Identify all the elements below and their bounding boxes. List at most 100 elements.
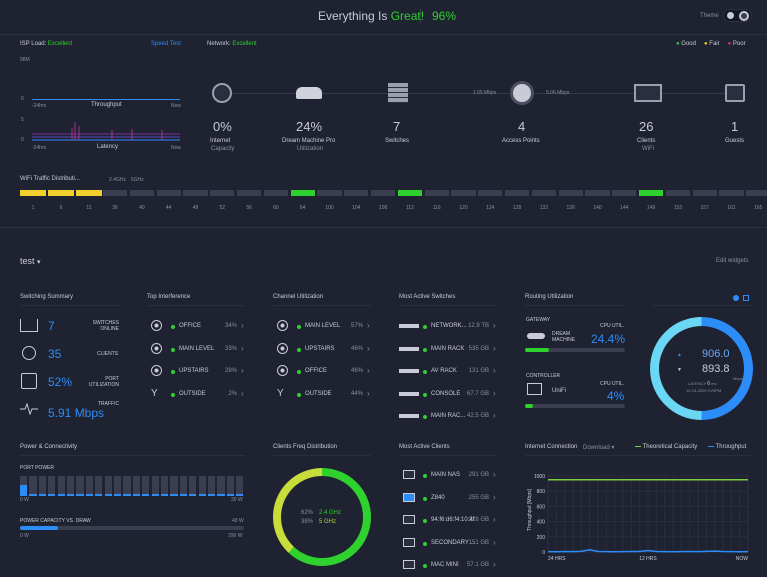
x-tick-label: 24 HRS <box>548 556 566 562</box>
isp-status: Excellent <box>47 41 73 47</box>
wifi-channel-label: 112 <box>405 205 414 211</box>
interference-name[interactable]: OFFICE <box>179 323 201 329</box>
wifi-channel-116 <box>424 190 449 196</box>
gateway-cpu-track <box>525 348 625 352</box>
chevron-right-icon[interactable]: › <box>493 411 496 420</box>
theme-label: Theme <box>700 13 719 19</box>
gauge-expand-icon[interactable] <box>743 295 749 301</box>
chevron-right-icon[interactable]: › <box>493 515 496 524</box>
chevron-right-icon[interactable]: › <box>241 388 244 398</box>
wifi-channel-36 <box>103 190 128 196</box>
wifi-channel-144 <box>612 190 637 196</box>
switch-name[interactable]: AV RACK <box>431 368 457 374</box>
power-capacity-min: 0 W <box>20 533 29 539</box>
client-device-icon <box>403 537 415 547</box>
client-device-icon <box>403 470 415 479</box>
wifi-channel-label: 116 <box>432 205 441 211</box>
channel-name[interactable]: OUTSIDE <box>305 390 332 397</box>
access-point-icon <box>151 342 162 354</box>
stat-clients-value: 26 <box>639 119 654 134</box>
channel-value: 46% <box>350 368 363 374</box>
chevron-right-icon[interactable]: › <box>241 366 244 375</box>
switch-value: 535 GB <box>468 345 489 352</box>
interference-name[interactable]: OUTSIDE <box>179 390 206 397</box>
port-icon <box>21 373 37 389</box>
x-tick-label: NOW <box>736 556 749 562</box>
clients-value: 35 <box>48 347 62 361</box>
gauge-settings-icon[interactable] <box>733 295 739 301</box>
switch-name[interactable]: MAIN RAC... <box>431 413 466 419</box>
site-selector[interactable]: test ▾ <box>20 256 41 266</box>
globe-icon[interactable] <box>212 83 232 103</box>
channel-name[interactable]: OFFICE <box>305 368 327 374</box>
chevron-right-icon[interactable]: › <box>367 321 370 330</box>
port-bar <box>236 493 244 496</box>
gateway-cpu-value: 24.4% <box>591 332 626 346</box>
wifi-channel-label: 52 <box>219 205 226 211</box>
chevron-right-icon[interactable]: › <box>493 321 496 330</box>
interference-name[interactable]: UPSTAIRS <box>179 368 209 374</box>
interference-name[interactable]: MAIN LEVEL <box>179 345 215 352</box>
chevron-right-icon[interactable]: › <box>493 560 496 569</box>
switch-value: 131 GB <box>468 368 489 374</box>
switch-value: 42.5 GB <box>466 413 489 419</box>
y-tick-label: 400 <box>537 520 546 526</box>
chevron-right-icon[interactable]: › <box>493 388 496 398</box>
chevron-right-icon[interactable]: › <box>367 388 370 398</box>
band-24-label[interactable]: 2.4GHz <box>109 177 126 183</box>
port-bar-track <box>132 476 141 496</box>
port-bar-track <box>208 476 216 496</box>
speed-test-link[interactable]: Speed Test <box>151 41 181 47</box>
y-tick-label: 800 <box>537 489 546 495</box>
port-bar <box>20 485 28 496</box>
port-bar <box>123 493 131 496</box>
switch-name[interactable]: CONSOLE <box>431 390 461 397</box>
switch-name[interactable]: MAIN RACK <box>431 345 465 352</box>
stat-clients-label: Clients <box>637 138 656 144</box>
chevron-right-icon[interactable]: › <box>241 343 244 353</box>
channel-name[interactable]: MAIN LEVEL <box>305 323 341 329</box>
client-name[interactable]: SECONDARY ... <box>431 539 476 546</box>
chevron-right-icon[interactable]: › <box>241 321 244 330</box>
client-name[interactable]: Z840 <box>431 494 445 501</box>
access-point-icon <box>277 342 288 354</box>
client-name[interactable]: 94:f6:d6:f4:10:4f <box>431 517 475 523</box>
internet-mode-select[interactable]: Download ▾ <box>583 445 615 451</box>
switch-name[interactable]: NETWORK... <box>431 323 467 329</box>
chevron-right-icon[interactable]: › <box>493 470 496 479</box>
status-word: Great! <box>390 9 425 23</box>
port-bar <box>170 493 178 496</box>
wifi-channel-40 <box>129 190 154 196</box>
chevron-right-icon[interactable]: › <box>493 537 496 547</box>
wifi-channel-label: 1 <box>31 205 35 211</box>
latency-left: -24hrs <box>32 145 47 151</box>
guests-icon[interactable] <box>725 84 745 102</box>
client-name[interactable]: MAC MINI <box>431 562 459 568</box>
edit-widgets-button[interactable]: Edit widgets <box>716 258 749 264</box>
legend-throughput: Throughput <box>708 444 746 450</box>
theme-toggle[interactable] <box>723 9 752 22</box>
access-point-icon[interactable] <box>510 81 534 105</box>
port-bar-track <box>48 476 56 496</box>
stat-internet-sub: Capacity <box>211 146 235 152</box>
chevron-right-icon[interactable]: › <box>493 492 496 502</box>
channel-value: 57% <box>350 323 363 329</box>
dream-machine-icon[interactable] <box>296 87 322 99</box>
switching-title: Switching Summary <box>20 294 74 300</box>
band-5-label[interactable]: 5GHz <box>131 177 144 183</box>
clients-icon[interactable] <box>634 84 662 102</box>
port-bar-track <box>114 476 122 496</box>
legend-fair: ● Fair <box>703 41 720 47</box>
chevron-right-icon[interactable]: › <box>493 343 496 353</box>
controller-label: CONTROLLER <box>526 373 561 379</box>
wifi-channel-label: 120 <box>459 205 468 211</box>
chevron-right-icon[interactable]: › <box>367 366 370 375</box>
chevron-right-icon[interactable]: › <box>493 366 496 375</box>
chevron-right-icon[interactable]: › <box>367 343 370 353</box>
switches-icon[interactable] <box>388 83 408 103</box>
active-switches-title: Most Active Switches <box>399 294 456 300</box>
wifi-channel-label: 165 <box>754 205 763 211</box>
stat-switches-label: Switches <box>385 138 410 144</box>
channel-name[interactable]: UPSTAIRS <box>305 345 335 352</box>
client-name[interactable]: MAIN NAS <box>431 472 461 478</box>
